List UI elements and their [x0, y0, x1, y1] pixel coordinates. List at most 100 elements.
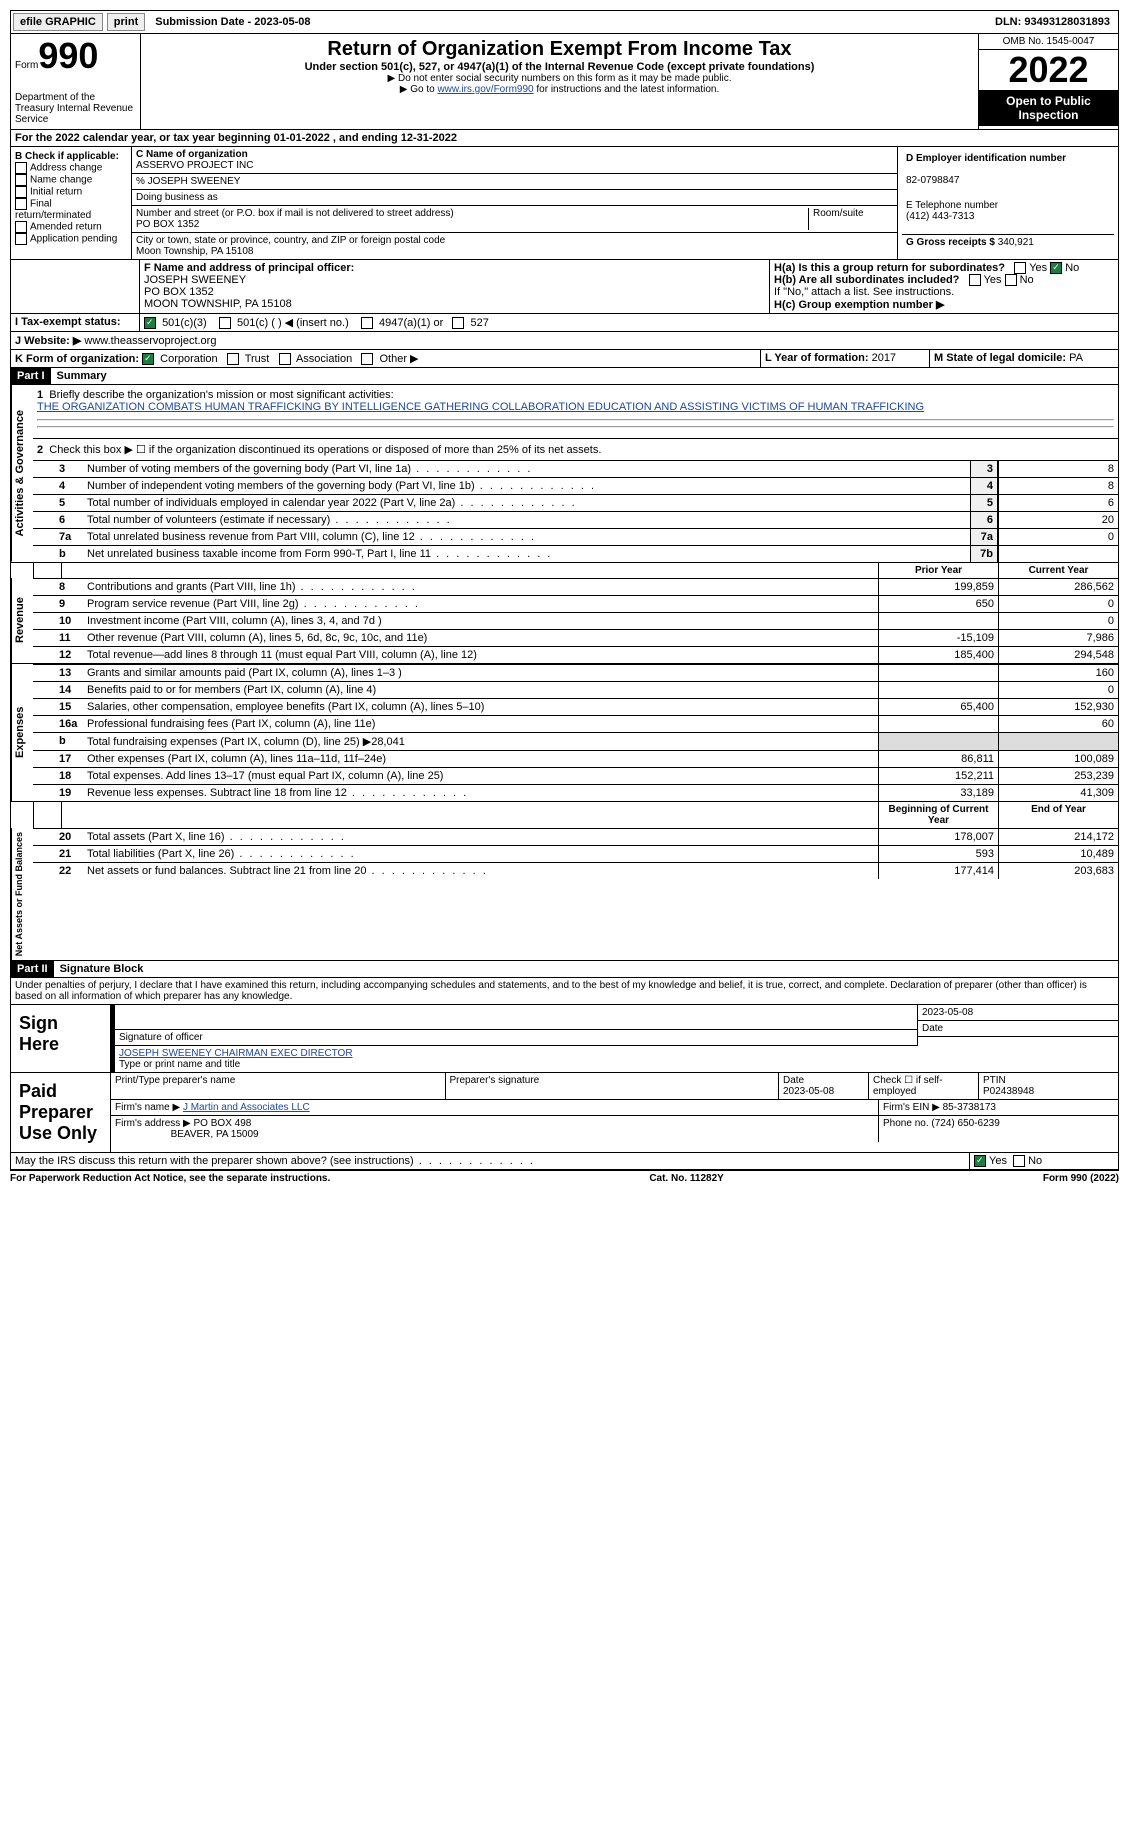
- org-name-label: C Name of organization: [136, 149, 248, 160]
- officer-addr2: MOON TOWNSHIP, PA 15108: [144, 298, 292, 310]
- chk-other[interactable]: [361, 353, 373, 365]
- line17-cy: 100,089: [998, 751, 1118, 767]
- signer-name-label: Type or print name and title: [119, 1059, 240, 1070]
- ha-no[interactable]: [1050, 262, 1062, 274]
- corp-label: Corporation: [160, 353, 217, 365]
- line13-py: [878, 665, 998, 681]
- checkbox-b-label: B Check if applicable:: [15, 151, 127, 162]
- chk-trust[interactable]: [227, 353, 239, 365]
- chk-501c[interactable]: [219, 317, 231, 329]
- ptin: P02438948: [983, 1086, 1034, 1097]
- q2-text: Check this box ▶ ☐ if the organization d…: [49, 444, 601, 456]
- ssn-note: ▶ Do not enter social security numbers o…: [145, 73, 974, 84]
- hb-yes[interactable]: [969, 274, 981, 286]
- line13-text: Grants and similar amounts paid (Part IX…: [83, 665, 878, 681]
- line3-val: 8: [998, 461, 1118, 477]
- firm-ein: 85-3738173: [943, 1102, 996, 1113]
- chk-final[interactable]: Final return/terminated: [15, 198, 127, 221]
- line17-py: 86,811: [878, 751, 998, 767]
- line4-text: Number of independent voting members of …: [83, 478, 970, 494]
- line16a-py: [878, 716, 998, 732]
- line11-py: -15,109: [878, 630, 998, 646]
- domicile: PA: [1069, 352, 1083, 364]
- form-number: 990: [38, 35, 98, 76]
- sign-date: 2023-05-08: [918, 1005, 1118, 1021]
- header-section: B Check if applicable: Address change Na…: [10, 147, 1119, 260]
- other-label: Other ▶: [379, 353, 418, 365]
- line7b-val: [998, 546, 1118, 562]
- chk-initial[interactable]: Initial return: [15, 186, 127, 198]
- part2-badge: Part II: [11, 961, 54, 977]
- discuss-text: May the IRS discuss this return with the…: [11, 1153, 970, 1169]
- org-name: ASSERVO PROJECT INC: [136, 160, 253, 171]
- chk-amended[interactable]: Amended return: [15, 221, 127, 233]
- section-revenue: Revenue: [11, 578, 33, 663]
- note-post: for instructions and the latest informat…: [534, 84, 720, 95]
- prior-year-hdr: Prior Year: [878, 563, 998, 578]
- section-expenses: Expenses: [11, 664, 33, 801]
- line8-py: 199,859: [878, 579, 998, 595]
- paperwork-notice: For Paperwork Reduction Act Notice, see …: [10, 1173, 330, 1184]
- paid-preparer-label: Paid Preparer Use Only: [11, 1073, 111, 1152]
- current-year-hdr: Current Year: [998, 563, 1118, 578]
- sign-date-label: Date: [918, 1021, 1118, 1037]
- sign-here-label: Sign Here: [11, 1005, 111, 1072]
- ha-yes[interactable]: [1014, 262, 1026, 274]
- ein: 82-0798847: [906, 175, 959, 186]
- line14-text: Benefits paid to or for members (Part IX…: [83, 682, 878, 698]
- discuss-yes-label: Yes: [989, 1155, 1007, 1167]
- submission-date: Submission Date - 2023-05-08: [147, 14, 318, 30]
- chk-amended-label: Amended return: [30, 222, 102, 233]
- prep-name-label: Print/Type preparer's name: [111, 1073, 445, 1100]
- period-line-a: For the 2022 calendar year, or tax year …: [11, 130, 1118, 146]
- city-label: City or town, state or province, country…: [136, 235, 445, 246]
- tax-i-label: I Tax-exempt status:: [11, 314, 140, 331]
- prep-phone: (724) 650-6239: [931, 1118, 999, 1129]
- line20-py: 178,007: [878, 829, 998, 845]
- form-header: Form990 Department of the Treasury Inter…: [10, 34, 1119, 130]
- year-form-label: L Year of formation:: [765, 352, 869, 364]
- part1-title: Summary: [51, 368, 113, 384]
- page-footer: For Paperwork Reduction Act Notice, see …: [10, 1170, 1119, 1186]
- officer-addr1: PO BOX 1352: [144, 286, 214, 298]
- hb-no[interactable]: [1005, 274, 1017, 286]
- chk-name[interactable]: Name change: [15, 174, 127, 186]
- chk-527[interactable]: [452, 317, 464, 329]
- q1-label: Briefly describe the organization's miss…: [49, 389, 393, 401]
- discuss-no[interactable]: [1013, 1155, 1025, 1167]
- line21-cy: 10,489: [998, 846, 1118, 862]
- tax-year: 2022: [979, 50, 1118, 90]
- line22-text: Net assets or fund balances. Subtract li…: [83, 863, 878, 879]
- discuss-no-label: No: [1028, 1155, 1042, 1167]
- line18-py: 152,211: [878, 768, 998, 784]
- print-button[interactable]: print: [107, 13, 145, 31]
- chk-address[interactable]: Address change: [15, 162, 127, 174]
- line5-val: 6: [998, 495, 1118, 511]
- declaration: Under penalties of perjury, I declare th…: [10, 978, 1119, 1004]
- chk-501c3[interactable]: [144, 317, 156, 329]
- ha-label: H(a) Is this a group return for subordin…: [774, 262, 1005, 274]
- discuss-yes[interactable]: [974, 1155, 986, 1167]
- line12-cy: 294,548: [998, 647, 1118, 663]
- chk-initial-label: Initial return: [30, 187, 82, 198]
- goto-note: ▶ Go to www.irs.gov/Form990 for instruct…: [145, 84, 974, 95]
- chk-assoc[interactable]: [279, 353, 291, 365]
- irs-link[interactable]: www.irs.gov/Form990: [437, 84, 533, 95]
- c3-label: 501(c)(3): [162, 317, 207, 329]
- chk-pending[interactable]: Application pending: [15, 233, 127, 245]
- chk-corp[interactable]: [142, 353, 154, 365]
- form-title: Return of Organization Exempt From Incom…: [145, 38, 974, 61]
- line7a-val: 0: [998, 529, 1118, 545]
- line7b-text: Net unrelated business taxable income fr…: [83, 546, 970, 562]
- orgk-label: K Form of organization:: [15, 353, 139, 365]
- prep-phone-label: Phone no.: [883, 1118, 929, 1129]
- chk-address-label: Address change: [30, 163, 102, 174]
- line17-text: Other expenses (Part IX, column (A), lin…: [83, 751, 878, 767]
- efile-button[interactable]: efile GRAPHIC: [13, 13, 103, 31]
- city: Moon Township, PA 15108: [136, 246, 254, 257]
- line22-cy: 203,683: [998, 863, 1118, 879]
- prep-sig-label: Preparer's signature: [445, 1073, 779, 1100]
- chk-4947[interactable]: [361, 317, 373, 329]
- yes-label2: Yes: [984, 274, 1002, 286]
- cx-label: 501(c) ( ) ◀ (insert no.): [237, 317, 349, 329]
